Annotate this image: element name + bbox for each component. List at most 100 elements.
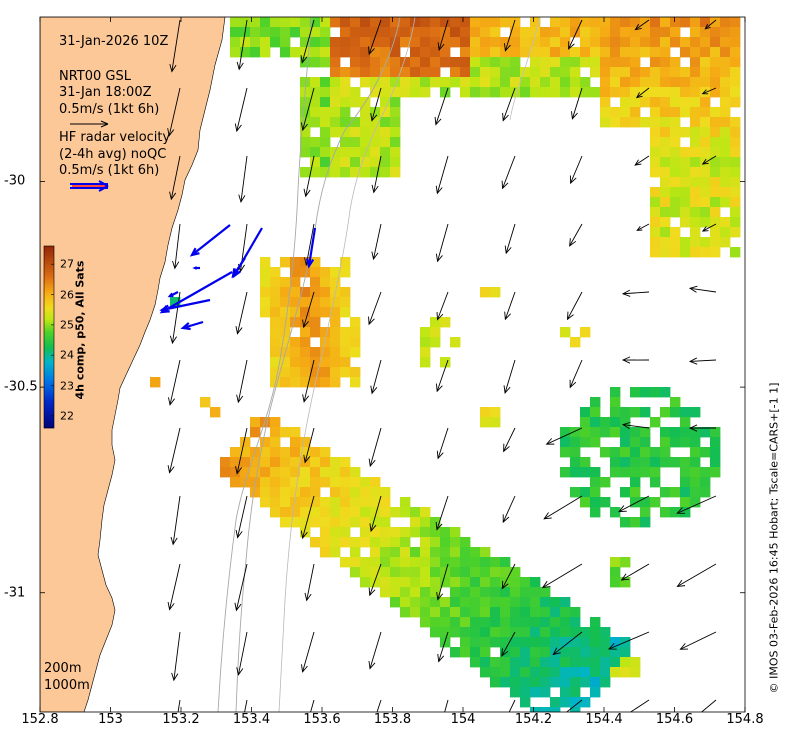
model-arrow [368, 19, 382, 55]
model-time-label: 31-Jan 18:00Z [59, 85, 152, 100]
sst-pixel [530, 47, 541, 58]
sst-pixel [730, 147, 741, 158]
sst-pixel [670, 197, 681, 208]
sst-pixel [660, 457, 671, 468]
sst-pixel [590, 87, 601, 98]
sst-pixel [290, 17, 301, 28]
sst-pixel [720, 57, 731, 68]
sst-pixel [550, 657, 561, 668]
sst-pixel [370, 497, 381, 508]
sst-pixel [400, 57, 411, 68]
model-arrow [437, 223, 449, 262]
model-arrow [568, 19, 583, 50]
sst-pixel [590, 667, 601, 678]
sst-pixel [540, 687, 551, 698]
sst-pixel [610, 77, 621, 88]
sst-pixel [700, 467, 711, 478]
sst-pixel [480, 557, 491, 568]
model-arrow-head [169, 335, 177, 345]
colorbar-swatch [44, 374, 54, 377]
sst-pixel [540, 67, 551, 78]
sst-pixel [280, 17, 291, 28]
sst-pixel [560, 437, 571, 448]
model-arrow [368, 291, 382, 325]
sst-pixel [730, 87, 741, 98]
colorbar-swatch [44, 290, 54, 293]
sst-pixel [220, 467, 231, 478]
sst-pixel [280, 367, 291, 378]
sst-pixel [300, 77, 311, 88]
sst-pixel [340, 87, 351, 98]
sst-pixel [520, 37, 531, 48]
sst-pixel [490, 57, 501, 68]
model-arrow [569, 223, 583, 247]
colorbar-swatch [44, 410, 54, 413]
colorbar-swatch [44, 300, 54, 303]
sst-pixel [480, 67, 491, 78]
sst-pixel [570, 57, 581, 68]
model-arrow-head [679, 643, 689, 650]
sst-pixel [680, 217, 691, 228]
sst-pixel [280, 287, 291, 298]
colorbar-swatch [44, 356, 54, 359]
sst-pixel [570, 607, 581, 618]
sst-pixel [600, 427, 611, 438]
sst-pixel [420, 537, 431, 548]
sst-pixel [700, 187, 711, 198]
sst-pixel [580, 667, 591, 678]
radar-scale-arrow [70, 180, 109, 192]
colorbar [43, 245, 55, 429]
sst-pixel [710, 27, 721, 38]
sst-pixel [330, 97, 341, 108]
sst-pixel [330, 77, 341, 88]
sst-pixel [540, 617, 551, 628]
sst-pixel [710, 247, 721, 258]
model-arrow-head [172, 260, 180, 270]
sst-pixel [310, 487, 321, 498]
sst-pixel [400, 87, 411, 98]
colorbar-swatch [44, 284, 54, 287]
sst-pixel [670, 437, 681, 448]
model-arrow [172, 291, 181, 344]
sst-pixel [480, 47, 491, 58]
sst-pixel [280, 467, 291, 478]
sst-pixel [510, 87, 521, 98]
sst-pixel [580, 457, 591, 468]
sst-pixel [540, 607, 551, 618]
sst-pixel [570, 427, 581, 438]
x-tick-label: 153.8 [373, 712, 412, 727]
sst-pixel [520, 47, 531, 58]
model-arrow-head [566, 311, 574, 321]
sst-pixel [490, 677, 501, 688]
model-arrow-head [436, 450, 444, 460]
sst-pixel [350, 127, 361, 138]
model-arrow [168, 87, 181, 136]
sst-pixel [710, 187, 721, 198]
sst-pixel [510, 667, 521, 678]
sst-pixel [440, 557, 451, 568]
sst-pixel [260, 457, 271, 468]
sst-pixel [710, 167, 721, 178]
model-arrow-head [552, 647, 561, 656]
colorbar-swatch [44, 388, 54, 391]
model-arrow-head [541, 580, 551, 589]
sst-pixel [600, 17, 611, 28]
sst-pixel [330, 57, 341, 68]
sst-pixel [270, 267, 281, 278]
sst-pixel [660, 427, 671, 438]
model-arrow [505, 223, 516, 254]
sst-pixel [310, 17, 321, 28]
sst-pixel [320, 467, 331, 478]
sst-pixel [640, 447, 651, 458]
sst-pixel [560, 37, 571, 48]
sst-pixel [470, 87, 481, 98]
sst-pixel [310, 87, 321, 98]
colorbar-swatch [44, 310, 54, 313]
sst-pixel [460, 597, 471, 608]
sst-pixel [540, 667, 551, 678]
sst-pixel [640, 407, 651, 418]
sst-pixel [390, 547, 401, 558]
sst-pixel [320, 97, 331, 108]
sst-pixel [350, 377, 361, 388]
colorbar-swatch [44, 264, 54, 267]
